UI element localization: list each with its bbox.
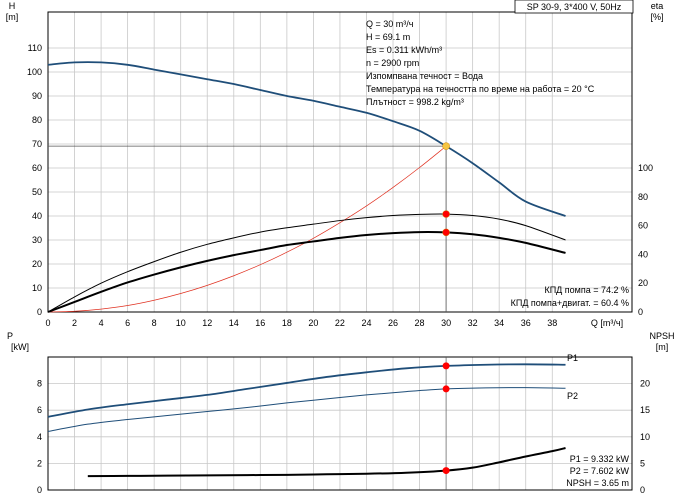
info-line-h: H = 69.1 m <box>366 32 410 42</box>
x-tick-label: 34 <box>494 318 504 328</box>
info-line-liquid: Изпомпвана течност = Вода <box>366 71 483 81</box>
y-right-tick-label: 100 <box>638 163 653 173</box>
y-left-tick-label: 60 <box>32 163 42 173</box>
series-label-p1: P1 <box>567 353 578 363</box>
duty-point-marker <box>442 228 450 237</box>
y-left-tick-label: 30 <box>32 235 42 245</box>
info-line-density: Плътност = 998.2 kg/m³ <box>366 97 464 107</box>
info-line-es: Es = 0.311 kWh/m³ <box>366 45 442 55</box>
y-right-tick-label: 20 <box>638 278 648 288</box>
x-axis-label: Q [m³/ч] <box>591 318 623 328</box>
p2-value-label: P2 = 7.602 kW <box>570 466 630 476</box>
duty-point-marker <box>442 142 450 150</box>
x-tick-label: 30 <box>441 318 451 328</box>
top-plot-frame <box>47 11 633 313</box>
y-left-tick-label: 110 <box>28 43 42 53</box>
bottom-y-left-tick-label: 8 <box>37 379 42 389</box>
series-line-NPSH <box>87 446 566 478</box>
x-tick-label: 14 <box>229 318 239 328</box>
bottom-y-right-tick-label: 5 <box>640 458 645 468</box>
bottom-y-left-tick-label: 2 <box>37 458 42 468</box>
p1-value-label: P1 = 9.332 kW <box>570 454 630 464</box>
bottom-y-right-unit: [m] <box>656 342 669 352</box>
x-tick-label: 10 <box>176 318 186 328</box>
bottom-y-right-label: NPSH <box>649 331 674 341</box>
info-line-q: Q = 30 m³/ч <box>366 19 414 29</box>
y-left-tick-label: 100 <box>27 67 42 77</box>
series-line-eta_total <box>47 231 566 313</box>
npsh-value-label: NPSH = 3.65 m <box>566 478 629 488</box>
y-left-tick-label: 10 <box>32 283 42 293</box>
operating-point-marker <box>442 467 450 475</box>
x-tick-label: 38 <box>547 318 557 328</box>
y-left-tick-label: 40 <box>32 211 42 221</box>
x-tick-label: 22 <box>335 318 345 328</box>
y-right-tick-label: 60 <box>638 221 648 231</box>
y-left-tick-label: 90 <box>32 91 42 101</box>
bottom-y-left-tick-label: 0 <box>37 485 42 495</box>
y-right-unit: [%] <box>650 12 663 22</box>
chart-title: SP 30-9, 3*400 V, 50Hz <box>527 2 622 12</box>
y-left-tick-label: 70 <box>32 139 42 149</box>
bottom-y-right-tick-label: 20 <box>640 379 650 389</box>
series-line-system <box>47 145 447 313</box>
x-tick-label: 8 <box>152 318 157 328</box>
x-tick-label: 18 <box>282 318 292 328</box>
series-line-P1 <box>47 363 566 418</box>
x-tick-label: 36 <box>521 318 531 328</box>
y-left-tick-label: 80 <box>32 115 42 125</box>
series-line-eta_pump <box>47 213 566 313</box>
operating-point-marker <box>442 362 450 370</box>
duty-point-marker <box>442 210 450 218</box>
x-tick-label: 12 <box>202 318 212 328</box>
x-tick-label: 0 <box>45 318 50 328</box>
y-left-label: H <box>9 1 16 11</box>
bottom-y-left-tick-label: 4 <box>37 432 42 442</box>
y-left-unit: [m] <box>6 12 19 22</box>
series-line-P2 <box>47 387 566 432</box>
x-tick-label: 16 <box>255 318 265 328</box>
bottom-plot-frame <box>47 356 633 491</box>
x-tick-label: 24 <box>361 318 371 328</box>
total-efficiency-label: КПД помпа+двигат. = 60.4 % <box>511 298 629 308</box>
bottom-y-right-tick-label: 10 <box>640 432 650 442</box>
info-line-temperature: Температура на течността по време на раб… <box>366 84 595 94</box>
bottom-y-right-tick-label: 0 <box>640 485 645 495</box>
bottom-y-right-tick-label: 15 <box>640 405 650 415</box>
y-left-tick-label: 50 <box>32 187 42 197</box>
x-tick-label: 32 <box>468 318 478 328</box>
series-label-p2: P2 <box>567 391 578 401</box>
y-right-tick-label: 40 <box>638 249 648 259</box>
y-right-label: eta <box>651 1 664 11</box>
bottom-y-left-label: P <box>7 331 13 341</box>
bottom-y-left-tick-label: 6 <box>37 405 42 415</box>
x-tick-label: 26 <box>388 318 398 328</box>
x-tick-label: 6 <box>125 318 130 328</box>
x-tick-label: 2 <box>72 318 77 328</box>
pump-efficiency-label: КПД помпа = 74.2 % <box>544 285 629 295</box>
info-line-n: n = 2900 rpm <box>366 58 419 68</box>
y-left-tick-label: 20 <box>32 259 42 269</box>
y-right-tick-label: 80 <box>638 192 648 202</box>
x-tick-label: 28 <box>415 318 425 328</box>
series-line-head <box>47 61 566 217</box>
title-box <box>514 0 634 14</box>
y-left-tick-label: 0 <box>37 307 42 317</box>
bottom-grid: 0 2 4 6 8 0 5 10 15 20 <box>37 356 650 495</box>
operating-point-marker <box>442 385 450 393</box>
y-right-tick-label: 0 <box>638 307 643 317</box>
chart-marks <box>47 61 566 490</box>
x-tick-label: 20 <box>308 318 318 328</box>
bottom-y-left-unit: [kW] <box>11 342 29 352</box>
x-tick-label: 4 <box>99 318 104 328</box>
